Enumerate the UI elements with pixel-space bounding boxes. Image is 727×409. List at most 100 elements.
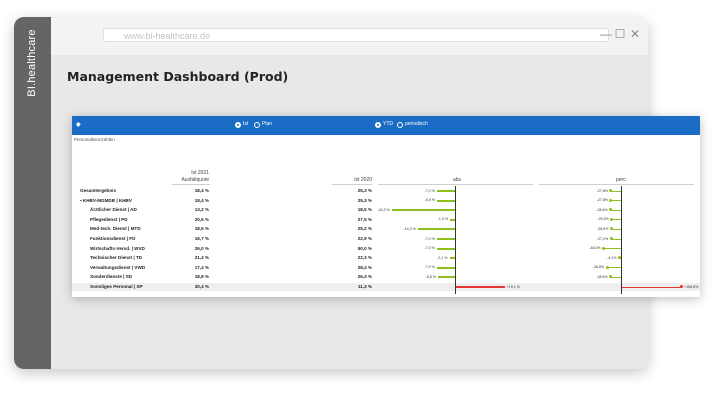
ist2020-value: 27,5 % (357, 216, 372, 222)
perc-label: -25,5% (597, 217, 609, 222)
perc-bar (610, 200, 621, 202)
perc-label: -4,1% (607, 255, 617, 260)
ist2021-value: 17,4 % (194, 264, 209, 270)
row-label: Sonstiges Personal | SP (90, 284, 143, 289)
report-logo-icon: ◆ (76, 122, 81, 128)
ist2020-value: 25,3 % (357, 188, 372, 193)
ist2020-value: 22,3 % (357, 255, 372, 261)
row-label: Wirtschafts-Versd. | WVD (90, 245, 145, 251)
table-row[interactable]: Verwaltungsdienst | VWD 17,4 % 28,4 % -7,0 … (72, 264, 700, 272)
abs-axis (455, 186, 456, 294)
abs-label: -6,9 % (424, 198, 436, 203)
row-label: Sonderdienste | SD (90, 274, 133, 280)
perc-bar (611, 228, 621, 230)
table-row[interactable]: ▪ KHBV-MGMDB | KHBV 18,4 % 25,3 % -6,9 % -27… (72, 197, 700, 205)
table-row[interactable]: Med-tech. Dienst | MTD 18,5 % 25,2 % -14,3 … (72, 225, 700, 233)
close-icon[interactable]: ✕ (629, 27, 641, 41)
abs-label: -7,0 % (424, 265, 435, 270)
radio-periodisch-label: periodisch (405, 121, 428, 127)
abs-label: -7,0 % (424, 188, 435, 193)
report-panel: ◆ Ist Plan YTD periodisch Personalkennza… (72, 116, 700, 297)
table-row[interactable]: Technischer Dienst | TD 21,4 % 22,3 % -2,1 … (72, 254, 700, 262)
perc-bar (621, 286, 681, 288)
ist2020-value: 25,3 % (357, 197, 372, 203)
ist2021-value: 18,8 % (194, 274, 209, 280)
header-divider (172, 184, 210, 185)
abs-label: -2,1 % (437, 255, 448, 260)
header-perc: perc (616, 177, 626, 183)
radio-ytd[interactable] (375, 122, 381, 128)
abs-bar (436, 190, 455, 192)
table-row[interactable]: Ärztlicher Dienst | AD 13,2 % 18,5 % -24,3 … (72, 206, 700, 214)
perc-dot (609, 275, 613, 279)
row-label: ▪ KHBV-MGMDB | KHBV (80, 197, 132, 203)
perc-bar (611, 238, 621, 240)
perc-label: -38,8% (592, 265, 605, 270)
perc-bar (611, 219, 621, 221)
perc-bar (610, 209, 621, 211)
perc-dot (605, 265, 609, 269)
table-row[interactable]: Gesamtergebnis 18,4 % 25,3 % -7,0 % -27,8% (72, 187, 700, 195)
abs-label: -14,3 % (403, 226, 416, 231)
table-row[interactable]: Sonderdienste | SD 18,8 % 26,3 % -6,5 % -28,… (72, 273, 700, 281)
perc-label: -27,8% (596, 188, 608, 193)
perc-label: -28,6% (596, 207, 608, 212)
perc-label: -26,6% (597, 226, 609, 231)
perc-dot (609, 237, 613, 240)
perc-dot (609, 189, 613, 192)
abs-label: -24,3 % (377, 207, 390, 212)
abs-bar (436, 247, 455, 250)
ist2021-value: 13,2 % (194, 207, 209, 213)
row-label: Gesamtergebnis (80, 188, 116, 193)
table-row[interactable]: Sonstiges Personal | SP 30,4 % 11,3 % +19,1… (72, 283, 700, 291)
radio-periodisch[interactable] (397, 122, 403, 128)
abs-label: -7,0 % (424, 246, 435, 251)
abs-label: -6,5 % (425, 274, 437, 279)
radio-ist[interactable] (235, 122, 241, 128)
header-divider (378, 184, 533, 185)
header-ist2021: Ist 2021 (191, 170, 209, 176)
section-label: Personalkennzahlen (74, 137, 115, 142)
ist2021-value: 20,5 % (194, 216, 209, 222)
perc-bar (610, 190, 621, 192)
perc-label: +168,8% (684, 284, 699, 289)
filter-bar: ◆ Ist Plan YTD periodisch (72, 116, 700, 135)
abs-bar (450, 218, 455, 221)
minimize-icon[interactable]: — (600, 27, 612, 41)
ist2021-value: 18,5 % (194, 226, 209, 232)
radio-ist-label: Ist (243, 121, 249, 127)
table-row[interactable]: Pflegedienst | PD 20,5 % 27,5 % -1,9 % -25,5… (72, 216, 700, 224)
radio-ytd-label: YTD (383, 121, 393, 127)
perc-dot (609, 198, 613, 202)
abs-bar (436, 266, 455, 269)
sidebar: BI.healthcare (14, 17, 51, 369)
perc-label: -48,0% (589, 246, 601, 251)
ist2020-value: 18,5 % (357, 207, 372, 213)
header-ist2020: Ist 2020 (354, 177, 372, 183)
ist2021-value: 18,4 % (194, 197, 209, 203)
address-bar[interactable]: www.bi-healthcare.de (103, 28, 609, 42)
row-label: Funktionsdienst | FD (90, 236, 136, 241)
ist2020-value: 50,0 % (357, 245, 372, 251)
maximize-icon[interactable]: ☐ (614, 27, 626, 41)
radio-plan[interactable] (254, 122, 260, 128)
header-abs: abs (453, 177, 462, 183)
table-row[interactable]: Wirtschafts-Versd. | WVD 26,0 % 50,0 % -7,0… (72, 245, 700, 253)
perc-label: -27,8% (596, 198, 608, 203)
ist2020-value: 25,2 % (357, 226, 372, 232)
abs-bar (438, 276, 455, 279)
perc-dot (610, 217, 614, 221)
abs-bar (455, 286, 505, 288)
brand-logo: BI.healthcare (26, 29, 38, 97)
perc-label: -28,6% (596, 274, 608, 279)
radio-plan-label: Plan (262, 121, 273, 127)
ist2020-value: 11,3 % (357, 284, 372, 289)
perc-dot (618, 256, 622, 260)
perc-label: -27,2% (596, 236, 609, 241)
row-label: Ärztlicher Dienst | AD (90, 207, 137, 213)
ist2020-value: 22,9 % (357, 236, 372, 241)
abs-label: +19,1 % (506, 284, 520, 289)
abs-bar (391, 209, 455, 212)
abs-bar (449, 257, 455, 260)
table-row[interactable]: Funktionsdienst | FD 16,7 % 22,9 % -7,0 % -2… (72, 235, 700, 243)
